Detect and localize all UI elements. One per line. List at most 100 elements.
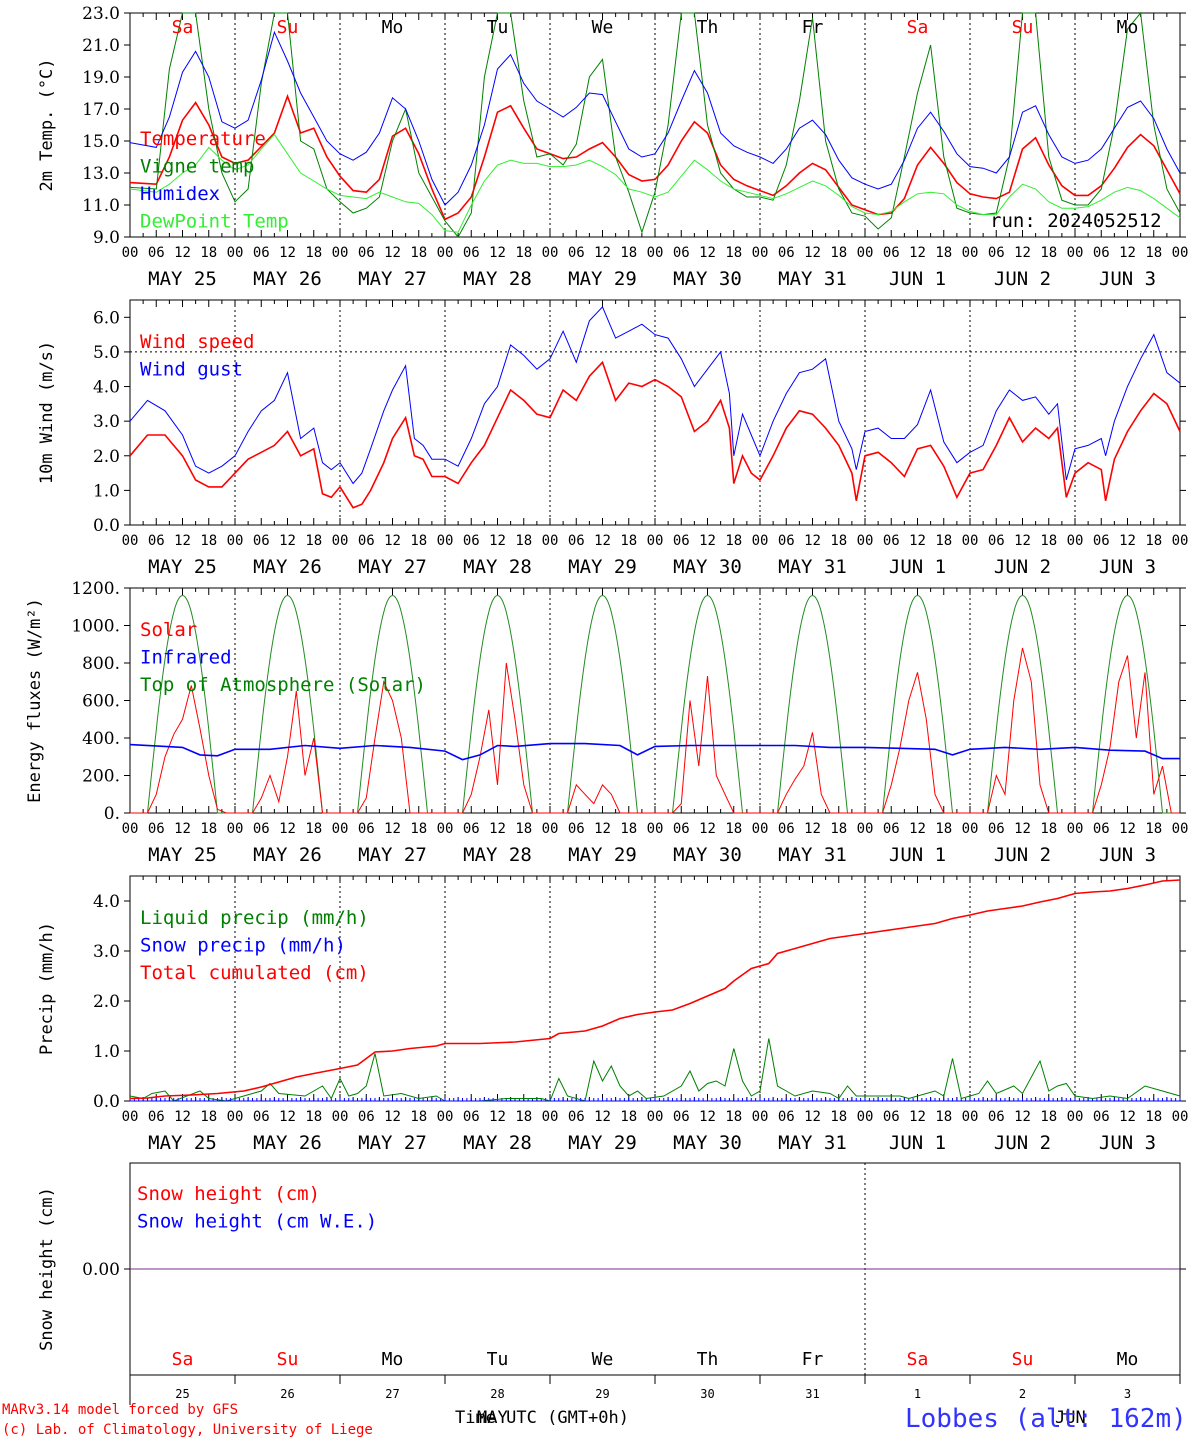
hour-label: 00	[437, 533, 454, 549]
date-label: MAY 25	[148, 1132, 217, 1154]
hour-label: 18	[305, 533, 322, 549]
date-label: MAY 29	[568, 1132, 637, 1154]
legend-entry: Snow height (cm)	[137, 1183, 320, 1205]
hour-label: 18	[935, 533, 952, 549]
hour-label: 00	[1067, 245, 1084, 261]
hour-label: 12	[279, 245, 296, 261]
date-label: JUN 2	[994, 556, 1051, 578]
day-name-label: Su	[277, 17, 299, 38]
y-axis-label: 2m Temp. (°C)	[37, 58, 57, 191]
footer-lab-text: (c) Lab. of Climatology, University of L…	[2, 1422, 373, 1438]
date-label: MAY 31	[778, 268, 847, 290]
hour-label: 00	[437, 1109, 454, 1125]
hour-label: 18	[305, 821, 322, 837]
date-label: JUN 1	[889, 844, 946, 866]
hour-label: 00	[437, 245, 454, 261]
hour-label: 12	[699, 245, 716, 261]
day-number-label: 1	[914, 1387, 921, 1401]
hour-label: 00	[227, 1109, 244, 1125]
date-label: MAY 25	[148, 556, 217, 578]
y-tick-label: 0.0	[93, 516, 120, 536]
hour-label: 06	[673, 1109, 690, 1125]
day-name-label: We	[592, 1349, 614, 1370]
date-label: MAY 29	[568, 556, 637, 578]
run-label: run: 2024052512	[990, 210, 1162, 232]
y-tick-label: 3.0	[93, 942, 120, 962]
day-name-label: Tu	[487, 1349, 509, 1370]
date-label: MAY 27	[358, 844, 427, 866]
hour-label: 12	[699, 1109, 716, 1125]
hour-label: 00	[857, 533, 874, 549]
hour-label: 12	[594, 821, 611, 837]
day-name-label: Sa	[907, 17, 929, 38]
hour-label: 12	[489, 1109, 506, 1125]
hour-label: 12	[174, 533, 191, 549]
date-label: MAY 26	[253, 1132, 322, 1154]
y-tick-label: 9.0	[93, 228, 120, 248]
hour-label: 12	[594, 245, 611, 261]
day-number-label: 27	[385, 1387, 399, 1401]
y-tick-label: 4.0	[93, 378, 120, 398]
hour-label: 00	[1067, 821, 1084, 837]
day-number-label: 2	[1019, 1387, 1026, 1401]
date-label: JUN 1	[889, 556, 946, 578]
y-tick-label: 400.	[82, 729, 120, 749]
hour-label: 12	[174, 1109, 191, 1125]
hour-label: 00	[1172, 245, 1189, 261]
hour-label: 18	[515, 533, 532, 549]
hour-label: 12	[909, 245, 926, 261]
y-axis-label: Energy fluxes (W/m²)	[25, 598, 45, 803]
hour-label: 12	[1014, 1109, 1031, 1125]
hour-label: 00	[122, 533, 139, 549]
hour-label: 06	[253, 1109, 270, 1125]
day-name-label: Mo	[382, 1349, 404, 1370]
hour-label: 00	[227, 821, 244, 837]
hour-label: 18	[200, 1109, 217, 1125]
date-label: MAY 30	[673, 556, 742, 578]
hour-label: 18	[620, 245, 637, 261]
y-tick-label: 200.	[82, 767, 120, 787]
hour-label: 00	[752, 245, 769, 261]
hour-label: 18	[410, 245, 427, 261]
y-tick-label: 2.0	[93, 447, 120, 467]
series-line-solar	[130, 647, 1180, 814]
y-tick-label: 1000.	[71, 617, 120, 637]
y-tick-label: 11.0	[82, 196, 120, 216]
hour-label: 00	[227, 533, 244, 549]
hour-label: 12	[594, 1109, 611, 1125]
legend-entry: Snow height (cm W.E.)	[137, 1211, 377, 1233]
hour-label: 06	[568, 821, 585, 837]
hour-label: 06	[358, 533, 375, 549]
date-label: MAY 28	[463, 556, 532, 578]
hour-label: 00	[437, 821, 454, 837]
hour-label: 00	[332, 245, 349, 261]
hour-label: 06	[673, 533, 690, 549]
legend-entry: Total cumulated (cm)	[140, 962, 369, 984]
day-name-label: Mo	[382, 17, 404, 38]
hour-label: 18	[830, 821, 847, 837]
hour-label: 12	[174, 821, 191, 837]
day-name-label: Su	[277, 1349, 299, 1370]
hour-label: 18	[935, 245, 952, 261]
hour-label: 06	[358, 821, 375, 837]
legend-entry: Snow precip (mm/h)	[140, 935, 346, 957]
y-tick-label: 23.0	[82, 4, 120, 24]
hour-label: 06	[988, 1109, 1005, 1125]
date-label: MAY 29	[568, 844, 637, 866]
date-label: MAY 26	[253, 268, 322, 290]
hour-label: 12	[699, 821, 716, 837]
month-label-jun: JUN	[1055, 1408, 1086, 1428]
day-number-label: 29	[595, 1387, 609, 1401]
y-tick-label: 17.0	[82, 100, 120, 120]
hour-label: 00	[857, 821, 874, 837]
hour-label: 12	[489, 245, 506, 261]
date-label: JUN 2	[994, 1132, 1051, 1154]
y-tick-label: 0.0	[93, 1092, 120, 1112]
y-tick-label: 3.0	[93, 412, 120, 432]
hour-label: 12	[384, 1109, 401, 1125]
hour-label: 12	[384, 533, 401, 549]
legend-entry: Liquid precip (mm/h)	[140, 907, 369, 929]
hour-label: 18	[410, 533, 427, 549]
date-label: MAY 28	[463, 1132, 532, 1154]
hour-label: 06	[883, 1109, 900, 1125]
